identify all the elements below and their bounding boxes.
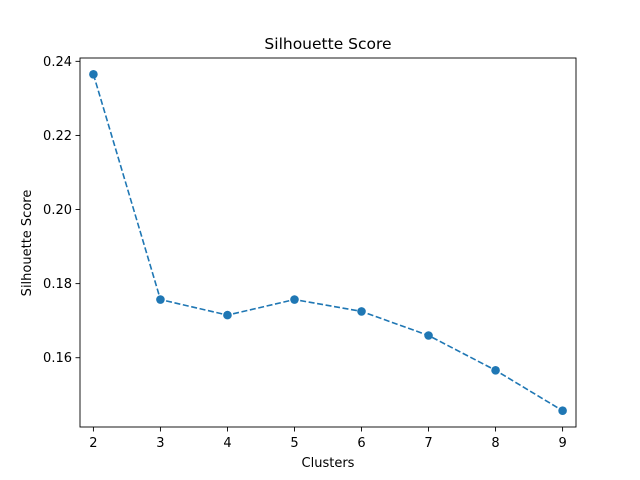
- series-line: [92, 74, 564, 412]
- y-tick-label: 0.18: [43, 277, 72, 292]
- y-tick-label: 0.22: [43, 129, 72, 144]
- x-axis-label: Clusters: [302, 456, 355, 471]
- data-point: [156, 295, 165, 304]
- x-tick-label: 7: [424, 436, 432, 451]
- data-point: [491, 366, 500, 375]
- x-tick-label: 3: [156, 436, 164, 451]
- data-point: [89, 70, 98, 79]
- data-point: [223, 310, 232, 320]
- data-point: [424, 331, 433, 340]
- data-point: [558, 406, 567, 416]
- x-tick-label: 6: [357, 436, 365, 451]
- x-tick-label: 5: [290, 436, 298, 451]
- axes-frame: [79, 57, 577, 428]
- chart-title: Silhouette Score: [264, 35, 391, 53]
- y-axis-label: Silhouette Score: [20, 190, 35, 297]
- data-point: [290, 295, 299, 304]
- y-tick-label: 0.20: [43, 203, 72, 218]
- plot-area: 2 3 4 5 6 7 8 9 0.16 0.18 0.20 0.22 0.24: [43, 55, 577, 451]
- data-point: [357, 307, 366, 316]
- y-tick-label: 0.24: [43, 55, 72, 70]
- y-tick-label: 0.16: [43, 351, 72, 366]
- x-tick-label: 2: [89, 436, 97, 451]
- x-tick-label: 9: [558, 436, 566, 451]
- x-tick-label: 8: [491, 436, 499, 451]
- x-tick-label: 4: [223, 436, 231, 451]
